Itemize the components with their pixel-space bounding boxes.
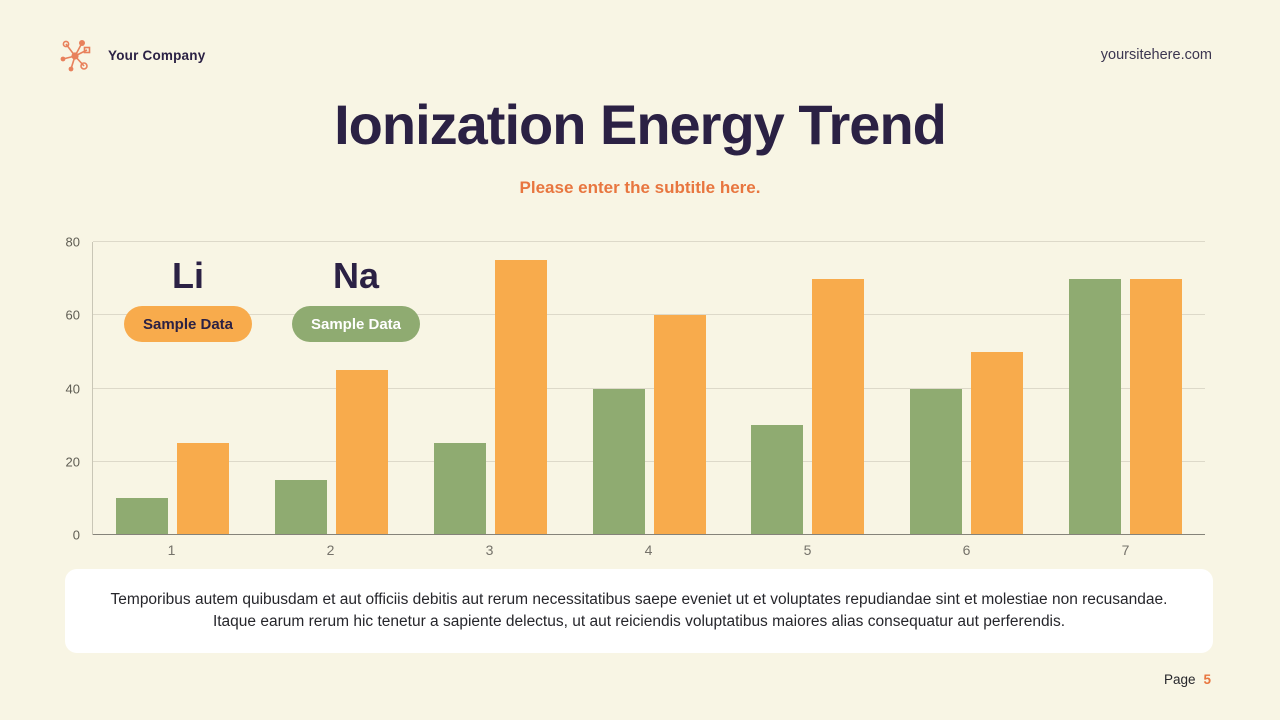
x-tick-label-1: 1 bbox=[167, 542, 176, 558]
x-tick-label-2: 2 bbox=[326, 542, 335, 558]
molecule-logo-icon bbox=[60, 40, 91, 72]
x-tick-label-5: 5 bbox=[803, 542, 812, 558]
bar-li-4 bbox=[653, 315, 706, 535]
gridline-0 bbox=[93, 534, 1205, 535]
legend-label-li: Li bbox=[172, 255, 204, 296]
bar-li-2 bbox=[335, 370, 388, 535]
bar-na-3 bbox=[433, 443, 486, 535]
bar-li-1 bbox=[176, 443, 229, 535]
gridline-20 bbox=[93, 460, 1205, 462]
company-name: Your Company bbox=[108, 47, 206, 63]
gridline-80 bbox=[93, 241, 1205, 242]
page-title: Ionization Energy Trend bbox=[334, 93, 947, 156]
legend-label-na: Na bbox=[332, 255, 380, 296]
y-tick-label-60: 60 bbox=[65, 307, 80, 323]
page-number: 5 bbox=[1203, 672, 1211, 687]
x-tick-label-7: 7 bbox=[1121, 542, 1130, 558]
legend-na: Na Sample Data bbox=[292, 254, 420, 343]
bar-li-7 bbox=[1130, 278, 1183, 535]
bar-group-7 bbox=[1046, 242, 1205, 535]
bar-na-7 bbox=[1069, 278, 1122, 535]
page-footer: Page 5 bbox=[1164, 672, 1211, 687]
y-axis: 0 20 40 60 80 bbox=[50, 235, 92, 543]
bar-na-4 bbox=[592, 388, 645, 535]
gridline-40 bbox=[93, 387, 1205, 389]
legend-badge-li: Sample Data bbox=[124, 306, 252, 343]
header: Your Company yoursitehere.com bbox=[56, 36, 1212, 74]
y-tick-label-80: 80 bbox=[65, 234, 80, 250]
x-axis: 1 2 3 4 5 6 7 bbox=[92, 535, 1205, 558]
legend-badge-na: Sample Data bbox=[292, 306, 420, 343]
bar-group-3 bbox=[411, 242, 570, 535]
bar-group-2 bbox=[252, 242, 411, 535]
x-tick-label-6: 6 bbox=[962, 542, 971, 558]
y-tick-label-40: 40 bbox=[65, 381, 80, 396]
website-link[interactable]: yoursitehere.com bbox=[1100, 47, 1212, 63]
bar-li-6 bbox=[971, 351, 1024, 535]
bar-li-5 bbox=[812, 278, 865, 535]
gridline-60 bbox=[93, 314, 1205, 316]
bar-group-4 bbox=[570, 242, 729, 535]
bar-na-5 bbox=[751, 425, 804, 535]
page-label: Page bbox=[1163, 672, 1196, 687]
y-tick-label-20: 20 bbox=[65, 454, 80, 470]
x-tick-label-4: 4 bbox=[644, 542, 653, 558]
bar-group-1 bbox=[93, 242, 252, 535]
bar-na-2 bbox=[274, 480, 327, 535]
notes-text: Temporibus autem quibusdam et aut offici… bbox=[110, 591, 1168, 630]
brand: Your Company bbox=[56, 36, 205, 74]
notes-box: Temporibus autem quibusdam et aut offici… bbox=[65, 569, 1213, 653]
bar-na-6 bbox=[910, 388, 963, 535]
bars-row bbox=[93, 242, 1205, 535]
legend-li: Li Sample Data bbox=[124, 254, 252, 343]
bar-chart: 0 20 40 60 80 Li Sample Data Na Sample Data 1 2 3… bbox=[66, 235, 1205, 558]
page-subtitle: Please enter the subtitle here. bbox=[519, 178, 761, 197]
x-tick-label-3: 3 bbox=[485, 542, 494, 558]
bar-group-5 bbox=[728, 242, 887, 535]
bar-group-6 bbox=[887, 242, 1046, 535]
bar-na-1 bbox=[115, 498, 168, 535]
plot-area: Li Sample Data Na Sample Data bbox=[92, 241, 1205, 535]
bar-li-3 bbox=[494, 260, 547, 535]
y-tick-label-0: 0 bbox=[72, 527, 80, 543]
